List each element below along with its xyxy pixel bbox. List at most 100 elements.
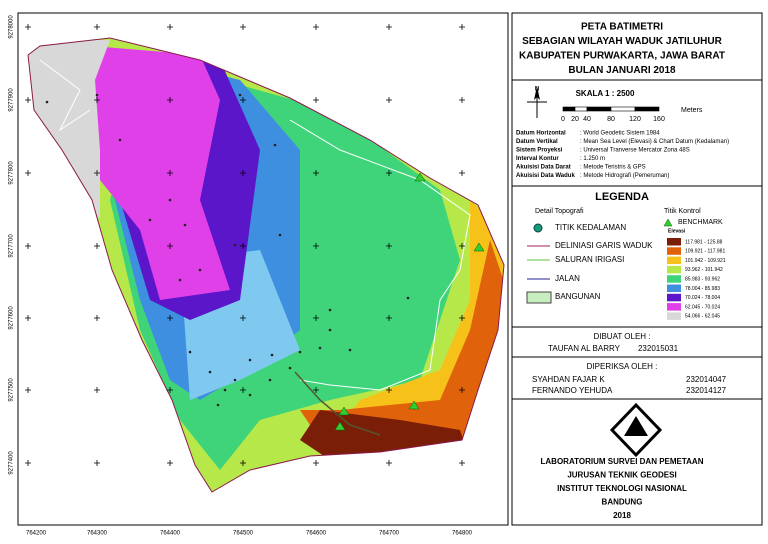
grid-cross (25, 387, 31, 393)
grid-cross (386, 387, 392, 393)
title: PETA BATIMETRI SEBAGIAN WILAYAH WADUK JAT… (519, 22, 725, 77)
institution-line: LABORATORIUM SURVEI DAN PEMETAAN (541, 457, 704, 466)
grid-cross (386, 243, 392, 249)
legend-item: DELINIASI GARIS WADUK (555, 241, 653, 250)
depth-point (148, 218, 152, 222)
elevation-label: 62.045 - 70.024 (685, 304, 720, 310)
lake-boundary (27, 37, 505, 493)
grid-cross (313, 24, 319, 30)
depth-point (278, 233, 282, 237)
grid-crosses: 764200 764300 764400 764500 764600 764700 7648… (9, 15, 473, 537)
elevation-label: 93.962 - 101.942 (685, 267, 723, 273)
grid-cross (25, 315, 31, 321)
x-coordinate: 764200 (26, 531, 47, 537)
grid-cross (459, 24, 465, 30)
depth-point (198, 268, 202, 272)
made-by-id: 232015031 (638, 344, 679, 353)
elevation-label: 54.066 - 62.045 (685, 314, 720, 320)
benchmark (338, 406, 350, 416)
depth-point (328, 328, 332, 332)
institution: LABORATORIUM SURVEI DAN PEMETAAN JURUSAN … (541, 457, 704, 520)
elevation-label: 117.981 - 125.88 (685, 239, 723, 245)
made-by-title: DIBUAT OLEH : (593, 332, 650, 341)
zone (28, 40, 110, 220)
zone (300, 240, 504, 450)
elevation-swatch (667, 238, 681, 246)
legend-item: TITIK KEDALAMAN (555, 223, 626, 232)
grid-cross (386, 460, 392, 466)
benchmark (408, 400, 420, 410)
elevation-swatch (667, 312, 681, 320)
checker-name: FERNANDO YEHUDA (532, 386, 613, 395)
elevation-swatch (667, 303, 681, 311)
bathymetry (28, 38, 504, 492)
depth-point (328, 308, 332, 312)
grid-cross (386, 97, 392, 103)
legend-symbol (533, 223, 543, 233)
metadata-value: : Metode Hidrografi (Pemeruman) (580, 173, 669, 179)
grid-cross (313, 460, 319, 466)
depth-point (188, 350, 192, 354)
grid-cross (240, 24, 246, 30)
depth-point (348, 348, 352, 352)
made-by-name: TAUFAN AL BARRY (548, 344, 621, 353)
y-coordinate: 9277700 (9, 234, 15, 258)
shoreline (289, 119, 471, 391)
grid-cross (240, 315, 246, 321)
grid-cross (94, 315, 100, 321)
depth-point (178, 278, 182, 282)
grid-cross (459, 170, 465, 176)
channel (294, 371, 381, 436)
metadata-value: : 1.250 m (580, 156, 605, 162)
institution-line: 2018 (613, 511, 631, 520)
grid-cross (313, 170, 319, 176)
scale-segment (586, 106, 612, 112)
grid-cross (459, 460, 465, 466)
legend-symbol (663, 218, 673, 227)
title-line: BULAN JANUARI 2018 (568, 65, 676, 76)
grid-cross (386, 170, 392, 176)
y-coordinate: 9277500 (9, 378, 15, 402)
scale-tick: 20 (571, 116, 579, 123)
benchmark (473, 242, 485, 252)
grid-cross (459, 315, 465, 321)
scale-tick: 160 (653, 116, 665, 123)
grid-cross (459, 387, 465, 393)
grid-cross (313, 243, 319, 249)
grid-cross (25, 460, 31, 466)
depth-points (45, 93, 410, 407)
grid-cross (386, 24, 392, 30)
logo (624, 416, 648, 436)
scale-bar: 0 20 40 80 120 160 (561, 106, 665, 123)
depth-point (183, 223, 187, 227)
metadata-key: Datum Vertikal (516, 139, 558, 145)
grid-cross (167, 387, 173, 393)
scale-tick: 80 (607, 116, 615, 123)
grid-cross (94, 170, 100, 176)
grid-cross (94, 97, 100, 103)
scale-label: SKALA 1 : 2500 (576, 89, 635, 98)
grid-cross (25, 243, 31, 249)
grid-cross (313, 315, 319, 321)
metadata-key: Akuisisi Data Waduk (516, 173, 575, 179)
grid-cross (313, 97, 319, 103)
checker-name: SYAHDAN FAJAR K (532, 375, 605, 384)
scale-segment (610, 106, 636, 112)
x-coordinate: 764600 (306, 531, 327, 537)
grid-cross (167, 24, 173, 30)
metadata: Datum Horizontal: World Geodetic Sistem … (516, 131, 729, 180)
grid-cross (240, 170, 246, 176)
elevation-swatch (667, 293, 681, 302)
grid-cross (94, 243, 100, 249)
depth-point (45, 100, 49, 104)
scale-segment (562, 106, 576, 112)
grid-cross (25, 24, 31, 30)
metadata-value: : World Geodetic Sistem 1984 (580, 131, 660, 137)
grid-cross (240, 97, 246, 103)
grid-cross (94, 460, 100, 466)
north-arrow (534, 86, 540, 100)
scale-unit: Meters (681, 107, 703, 114)
benchmark (334, 421, 346, 431)
scale-tick: 40 (583, 116, 591, 123)
legend-subtitle: Elevasi (668, 228, 686, 234)
